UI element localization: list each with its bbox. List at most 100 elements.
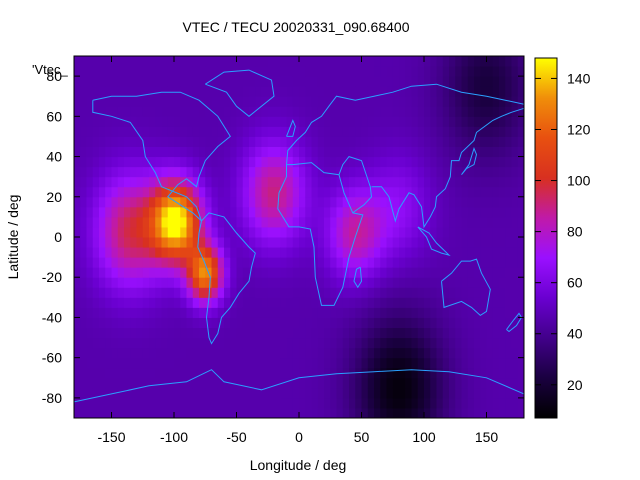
heatmap-cell [486,216,494,228]
x-tick-label: 150 [475,429,499,445]
heatmap-cell [486,307,494,318]
heatmap-cell [192,377,200,389]
heatmap-cell [305,116,312,127]
heatmap-cell [455,247,462,258]
heatmap-cell [505,387,512,399]
heatmap-cell [292,357,300,369]
heatmap-cell [349,76,356,87]
heatmap-cell [367,307,375,318]
heatmap-cell [117,247,125,258]
heatmap-cell [149,126,156,137]
heatmap-cell [305,407,312,419]
heatmap-cell [361,307,369,318]
heatmap-cell [80,146,87,158]
heatmap-cell [461,166,469,178]
heatmap-cell [424,307,431,318]
heatmap-cell [417,357,425,369]
heatmap-cell [349,86,356,97]
heatmap-cell [480,347,487,359]
heatmap-cell [192,146,200,158]
heatmap-cell [374,176,381,188]
heatmap-cell [180,307,187,318]
heatmap-cell [192,277,200,288]
heatmap-cell [92,407,100,419]
heatmap-cell [86,166,94,178]
heatmap-cell [280,156,287,168]
heatmap-cell [149,206,156,218]
heatmap-cell [467,237,475,248]
heatmap-cell [499,206,506,218]
heatmap-cell [142,277,150,288]
heatmap-cell [86,206,94,218]
heatmap-cell [161,86,169,97]
heatmap-cell [124,377,131,389]
heatmap-cell [161,327,169,339]
heatmap-cell [317,56,325,67]
heatmap-cell [367,327,375,339]
heatmap-cell [424,166,431,178]
heatmap-cell [374,106,381,117]
heatmap-cell [261,297,269,308]
heatmap-cell [399,186,406,198]
heatmap-cell [361,267,369,278]
x-tick-label: -100 [160,429,188,445]
heatmap-cell [336,407,344,419]
heatmap-cell [330,377,337,389]
heatmap-cell [486,337,494,349]
heatmap-cell [242,337,250,349]
heatmap-cell [149,297,156,308]
heatmap-cell [286,247,294,258]
heatmap-cell [205,76,212,87]
heatmap-cell [424,56,431,67]
heatmap-cell [436,297,444,308]
heatmap-cell [374,307,381,318]
heatmap-cell [317,106,325,117]
heatmap-cell [367,267,375,278]
heatmap-cell [130,287,137,298]
heatmap-cell [405,226,412,238]
heatmap-cell [242,317,250,328]
heatmap-cell [486,186,494,198]
heatmap-cell [155,146,162,158]
heatmap-cell [349,287,356,298]
heatmap-cell [374,76,381,87]
heatmap-cell [461,76,469,87]
heatmap-cell [342,317,350,328]
heatmap-cell [486,206,494,218]
y-tick-label: -80 [42,390,62,406]
heatmap-cell [80,216,87,228]
heatmap-cell [449,327,456,339]
heatmap-cell [386,317,394,328]
heatmap-cell [236,146,244,158]
heatmap-cell [499,387,506,399]
heatmap-cell [280,216,287,228]
heatmap-cell [142,116,150,127]
heatmap-cell [224,407,231,419]
y-tick-label: 40 [46,149,62,165]
heatmap-cell [211,56,219,67]
heatmap-cell [249,267,256,278]
heatmap-cell [86,96,94,107]
heatmap-cell [330,407,337,419]
heatmap-cell [186,66,194,77]
heatmap-cell [267,357,275,369]
heatmap-cell [336,156,344,168]
heatmap-cell [511,267,519,278]
heatmap-cell [342,126,350,137]
heatmap-cell [299,66,306,77]
heatmap-cell [442,407,450,419]
heatmap-cell [436,126,444,137]
heatmap-cell [155,347,162,359]
heatmap-cell [317,116,325,127]
heatmap-cell [299,156,306,168]
heatmap-cell [155,96,162,107]
heatmap-cell [280,387,287,399]
heatmap-cell [130,257,137,268]
heatmap-cell [267,387,275,399]
heatmap-cell [161,297,169,308]
heatmap-cell [149,337,156,349]
heatmap-cell [411,287,419,298]
heatmap-cell [511,76,519,87]
heatmap-cell [386,377,394,389]
heatmap-cell [149,86,156,97]
